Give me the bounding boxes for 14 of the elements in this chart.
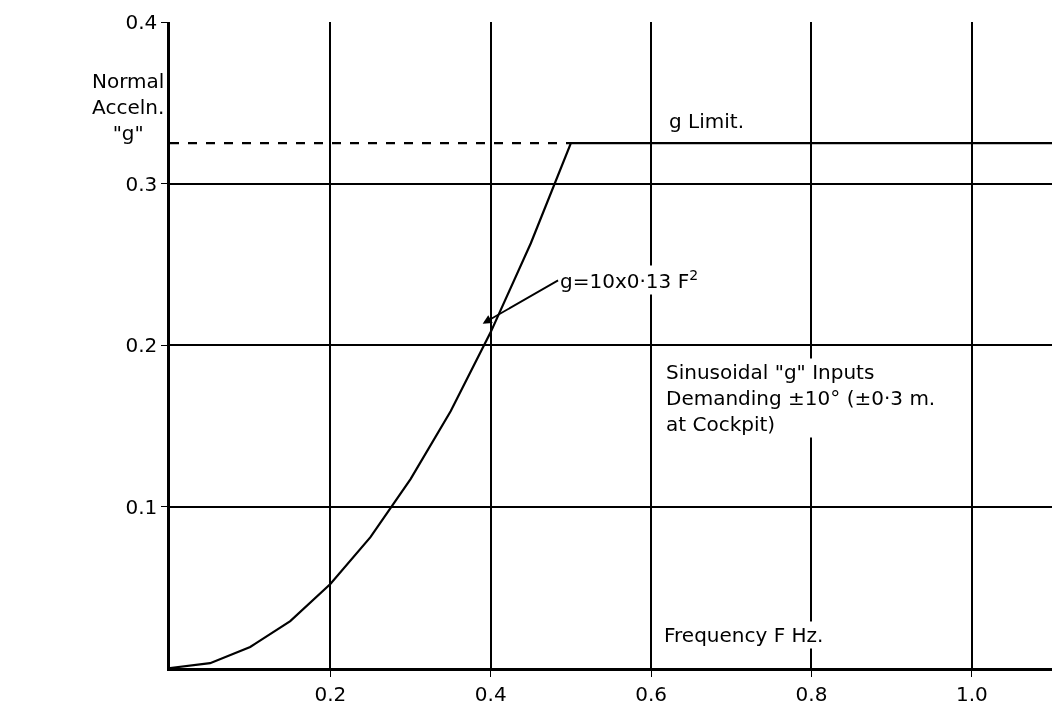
x-tick-label: 1.0 (955, 681, 988, 706)
y-tick-label: 0.3 (125, 171, 158, 196)
y-tick-label: 0.1 (125, 494, 158, 519)
y-tick-label: 0.2 (125, 333, 158, 357)
annotation: g=10x0·13 F$^{2}$ (560, 267, 699, 294)
x-tick-label: 0.4 (474, 681, 507, 706)
y-axis-title: Normal Acceln. "g" (92, 69, 165, 145)
x-tick-label: 0.8 (795, 681, 828, 706)
x-tick-label: 0.2 (314, 681, 347, 706)
annotation: g Limit. (669, 109, 744, 133)
annotation: Sinusoidal "g" Inputs Demanding ±10° (±0·3 m. at Cockpit) (666, 360, 936, 436)
x-axis-title: Frequency F Hz. (664, 623, 824, 647)
x-tick-label: 0.6 (635, 681, 667, 706)
y-tick-label: 0.4 (125, 10, 158, 34)
